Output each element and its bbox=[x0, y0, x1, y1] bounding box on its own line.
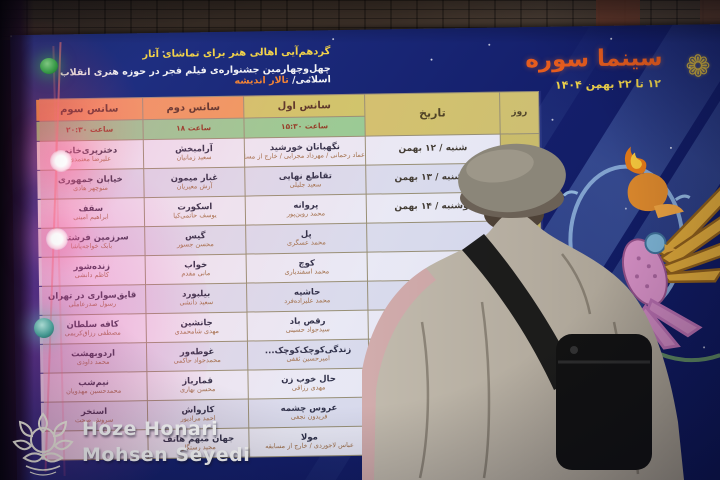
film-credit: محمد علیزاده‌فرد bbox=[284, 296, 331, 306]
film-cell: اردوبهشت محمد داودی bbox=[39, 343, 147, 373]
film-cell: پروانه محمد روین‌پور bbox=[245, 194, 367, 225]
banner-line2-highlight: تالار اندیشه bbox=[234, 74, 293, 87]
film-credit: مانی مقدم bbox=[181, 269, 211, 278]
film-credit: امیرحسین ثقفی bbox=[286, 354, 330, 364]
film-credit: رسول صدرعاملی bbox=[68, 299, 117, 309]
green-bulb-icon bbox=[40, 58, 58, 74]
film-credit: منوچهر هادی bbox=[73, 183, 108, 193]
film-cell: اسکورت یوسف حاتمی‌کیا bbox=[144, 196, 246, 227]
film-cell: حاشیه محمد علیزاده‌فرد bbox=[247, 281, 368, 312]
film-credit: سعید دانشی bbox=[179, 298, 214, 307]
film-cell: قایق‌سواری در تهران رسول صدرعاملی bbox=[39, 285, 146, 315]
header-session-1: سانس اول bbox=[244, 94, 365, 118]
film-cell: خواب مانی مقدم bbox=[145, 254, 247, 285]
header-time-3: ساعت ۲۰:۳۰ bbox=[36, 120, 143, 141]
film-cell: آرامبخش سعید زمانیان bbox=[143, 138, 245, 169]
film-credit: مصطفی رزاق‌کریمی bbox=[64, 328, 121, 338]
film-credit: عماد رحمانی / مهرداد مجرایی / خارج از مس… bbox=[244, 150, 366, 161]
film-credit: محمدجواد حاکمی bbox=[173, 356, 221, 365]
film-credit: محسن جسور bbox=[176, 240, 214, 249]
film-credit: محمد داودی bbox=[76, 357, 110, 367]
film-credit: علیرضا معتمدی bbox=[68, 154, 112, 164]
film-cell: غبار میمون آرش معیریان bbox=[144, 167, 245, 198]
film-credit: آرش معیریان bbox=[176, 182, 213, 191]
header-session-2: سانس دوم bbox=[143, 96, 244, 120]
watermark-text: Hoze Honari Mohsen Seyedi bbox=[82, 416, 250, 468]
film-credit: مهدی رزاقی bbox=[291, 383, 326, 392]
banner-line2: چهل‌وچهارمین جشنواره‌ی فیلم فجر در حوزه … bbox=[31, 63, 331, 90]
film-cell: کوچ محمد اسفندیاری bbox=[246, 252, 367, 283]
film-credit: بابک خواجه‌پاشا bbox=[70, 241, 113, 251]
film-cell: تقاطع نهایی سعید جلیلی bbox=[245, 165, 366, 196]
film-credit: محمدحسین مهدویان bbox=[66, 386, 122, 396]
watermark: Hoze Honari Mohsen Seyedi bbox=[6, 408, 250, 480]
film-cell: جانشین مهدی شامحمدی bbox=[146, 312, 247, 343]
white-bulb-icon bbox=[50, 150, 72, 172]
film-cell: گیس محسن جسور bbox=[145, 225, 246, 256]
film-cell: رقص باد سیدجواد حسینی bbox=[247, 310, 368, 341]
film-credit: کاظم دانشی bbox=[74, 270, 110, 280]
cap-highlight bbox=[466, 149, 534, 183]
film-cell: نیم‌شب محمدحسین مهدویان bbox=[40, 372, 147, 402]
film-credit: محمد اسفندیاری bbox=[284, 267, 330, 277]
film-credit: سعید جلیلی bbox=[289, 180, 322, 189]
film-credit: محسن بهاری bbox=[179, 385, 216, 394]
film-credit: مهدی شامحمدی bbox=[174, 327, 220, 336]
teal-bulb-icon bbox=[34, 318, 54, 338]
film-credit: سعید زمانیان bbox=[176, 153, 212, 162]
film-cell: حال خوب زن مهدی رزاقی bbox=[248, 368, 369, 399]
film-cell: کافه سلطان مصطفی رزاق‌کریمی bbox=[39, 314, 146, 344]
film-cell: عروس چشمه فریدون نجفی bbox=[248, 397, 370, 428]
film-credit: فریدون نجفی bbox=[290, 412, 328, 421]
watermark-line1: Hoze Honari bbox=[82, 418, 219, 440]
shoulder-bag bbox=[556, 334, 652, 470]
white-bulb-icon bbox=[46, 228, 68, 250]
film-credit: سیدجواد حسینی bbox=[285, 325, 330, 335]
left-truss-shadow bbox=[0, 0, 34, 480]
header-time-2: ساعت ۱۸ bbox=[143, 118, 244, 140]
cinema-title: سینما سوره bbox=[525, 45, 663, 74]
film-credit: محمد روین‌پور bbox=[286, 209, 326, 219]
header-time-1: ساعت ۱۵:۳۰ bbox=[244, 116, 365, 138]
film-cell: نگهبانان خورشید عماد رحمانی / مهرداد مجرا… bbox=[244, 136, 366, 167]
film-cell: غوطه‌ور محمدجواد حاکمی bbox=[146, 341, 248, 372]
film-credit: یوسف حاتمی‌کیا bbox=[173, 211, 217, 220]
person-viewer bbox=[362, 143, 684, 480]
hoze-honari-emblem-icon bbox=[12, 412, 74, 476]
film-cell: مولا عباس لاجوردی / خارج از مسابقه bbox=[249, 426, 370, 457]
festival-date-range: ۱۲ تا ۲۲ بهمن ۱۴۰۴ bbox=[554, 77, 662, 92]
watermark-line2: Mohsen Seyedi bbox=[82, 444, 251, 466]
film-cell: زندگی‌کوچک‌کوچک... امیرحسین ثقفی bbox=[247, 339, 369, 370]
hoze-honari-gold-emblem-icon: ❁ bbox=[685, 49, 711, 85]
film-cell: زنده‌شور کاظم دانشی bbox=[38, 256, 146, 286]
film-cell: قمارباز محسن بهاری bbox=[147, 370, 248, 401]
header-session-3: سانس سوم bbox=[36, 98, 143, 121]
pink-rim-light bbox=[362, 268, 436, 480]
bag-strap bbox=[462, 234, 578, 390]
film-cell: پل محمد عسگری bbox=[246, 223, 367, 254]
film-credit: محمد عسگری bbox=[286, 238, 326, 248]
film-cell: بیلبورد سعید دانشی bbox=[146, 283, 247, 314]
film-credit: ابراهیم امینی bbox=[73, 212, 109, 222]
film-credit: عباس لاجوردی / خارج از مسابقه bbox=[265, 440, 354, 451]
bag-buckle bbox=[570, 346, 578, 354]
